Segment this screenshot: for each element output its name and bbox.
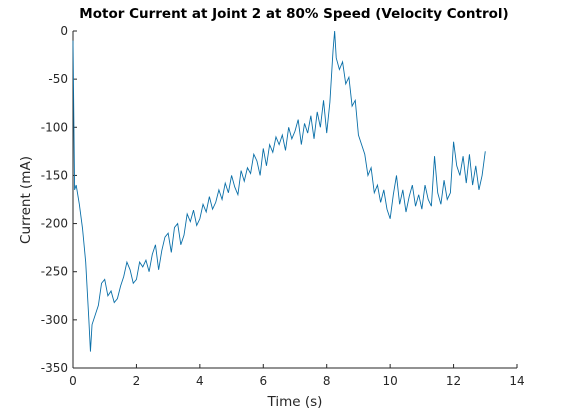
y-tick-label: -250 xyxy=(41,265,68,279)
x-tick-label: 0 xyxy=(69,374,77,388)
y-axis-label: Current (mA) xyxy=(18,156,34,244)
x-tick-label: 12 xyxy=(446,374,461,388)
x-tick-label: 14 xyxy=(509,374,524,388)
data-line xyxy=(72,30,486,352)
x-tick-label: 6 xyxy=(259,374,267,388)
y-tick-label: 0 xyxy=(60,24,68,38)
y-tick-label: -350 xyxy=(41,361,68,375)
chart-title: Motor Current at Joint 2 at 80% Speed (V… xyxy=(79,6,508,22)
x-tick-label: 2 xyxy=(133,374,141,388)
y-tick-label: -300 xyxy=(41,313,68,327)
x-tick-label: 4 xyxy=(196,374,204,388)
y-tick-label: -200 xyxy=(41,217,68,231)
y-tick-label: -100 xyxy=(41,120,68,134)
x-tick-label: 10 xyxy=(383,374,398,388)
y-tick-label: -50 xyxy=(48,72,68,86)
x-axis-label: Time (s) xyxy=(267,394,323,410)
y-tick-label: -150 xyxy=(41,168,68,182)
x-tick-label: 8 xyxy=(323,374,331,388)
